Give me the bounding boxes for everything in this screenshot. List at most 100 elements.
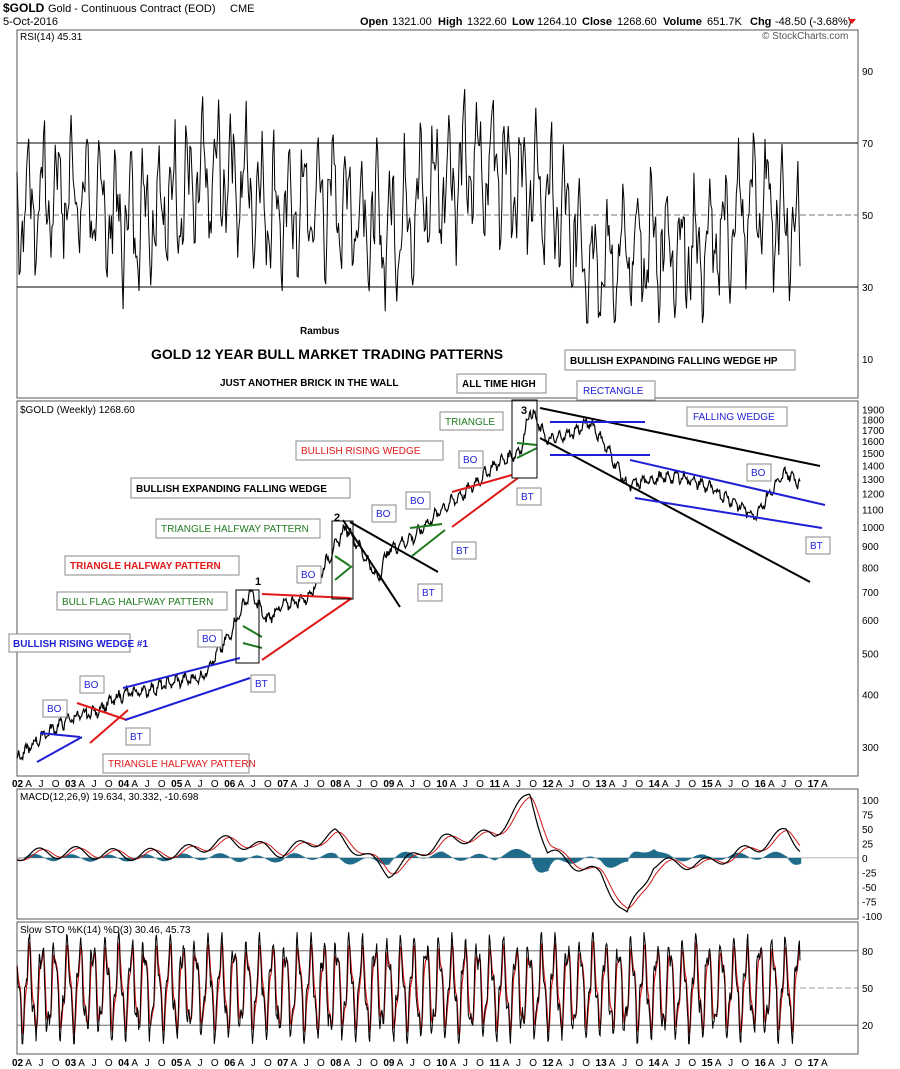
- high-label: High: [438, 16, 463, 28]
- x-tick-label: 16: [755, 779, 767, 790]
- x-tick-label: A: [344, 1058, 351, 1069]
- stochastic-x-axis: 02 A J O 03 A J O 04 A J O 05 A J O 06 A J O 07 A J O 08 A J O 09 A J O…: [12, 1058, 828, 1069]
- macd-tick-label: 25: [862, 839, 874, 850]
- bt-tag: BT: [805, 536, 831, 555]
- x-tick-label: A: [662, 779, 669, 790]
- x-tick-label: J: [198, 779, 203, 790]
- price-line: [16, 408, 801, 761]
- stochastic-panel: 20 50 80 Slow STO %K(14) %D(3) 30.46, 45.7…: [12, 921, 874, 1069]
- x-tick-label: 17: [808, 779, 820, 790]
- x-tick-label: O: [423, 1058, 431, 1069]
- x-tick-label: A: [78, 1058, 85, 1069]
- bo-tag: BO: [79, 675, 105, 694]
- x-tick-label: A: [78, 779, 85, 790]
- x-tick-label: A: [821, 1058, 828, 1069]
- price-panel: 3004005006007008009001000110012001300140…: [8, 349, 885, 790]
- x-tick-label: A: [344, 779, 351, 790]
- svg-text:BT: BT: [456, 546, 469, 557]
- x-tick-label: J: [569, 779, 574, 790]
- stochastic-tick-label: 20: [862, 1021, 874, 1032]
- rsi-panel: 10 30 50 70 90 RSI(14) 45.31 Rambus GOLD 12 …: [16, 29, 874, 399]
- wedge-line-1b: [36, 736, 83, 763]
- chg-label: Chg: [750, 16, 771, 28]
- expanding-wedge-a: [342, 519, 401, 608]
- x-tick-label: J: [39, 1058, 44, 1069]
- price-tick-label: 1400: [862, 461, 885, 472]
- x-tick-label: O: [529, 1058, 537, 1069]
- triangle-green3-a: [516, 442, 538, 446]
- x-tick-label: A: [184, 779, 191, 790]
- macd-tick-label: -100: [862, 912, 882, 923]
- down-arrow-icon: [848, 19, 856, 24]
- x-tick-label: O: [211, 779, 219, 790]
- macd-tick-label: 100: [862, 796, 879, 807]
- x-tick-label: 13: [596, 779, 608, 790]
- svg-text:TRIANGLE HALFWAY PATTERN: TRIANGLE HALFWAY PATTERN: [108, 759, 256, 770]
- x-tick-label: O: [582, 1058, 590, 1069]
- x-tick-label: J: [463, 1058, 468, 1069]
- svg-text:BO: BO: [376, 509, 391, 520]
- chart-header: $GOLD Gold - Continuous Contract (EOD) C…: [3, 1, 856, 42]
- callout-expanding-wedge-hp: BULLISH EXPANDING FALLING WEDGE HP: [564, 349, 796, 371]
- stochastic-title: Slow STO %K(14) %D(3) 30.46, 45.73: [20, 925, 191, 936]
- price-tick-label: 1000: [862, 523, 885, 534]
- x-tick-label: O: [741, 1058, 749, 1069]
- hp-wedge-bottom: [539, 437, 811, 583]
- rsi-tick-label: 30: [862, 283, 874, 294]
- svg-text:BO: BO: [202, 634, 217, 645]
- svg-text:RECTANGLE: RECTANGLE: [583, 386, 644, 397]
- x-tick-label: J: [251, 1058, 256, 1069]
- x-tick-label: O: [741, 779, 749, 790]
- x-tick-label: J: [675, 1058, 680, 1069]
- bt-tag: BT: [516, 487, 542, 506]
- price-tick-label: 1300: [862, 475, 885, 486]
- x-tick-label: O: [370, 1058, 378, 1069]
- svg-text:BULL FLAG HALFWAY PATTERN: BULL FLAG HALFWAY PATTERN: [62, 597, 213, 608]
- price-tick-label: 700: [862, 588, 879, 599]
- macd-line: [16, 793, 801, 913]
- macd-tick-label: -25: [862, 868, 877, 879]
- x-tick-label: O: [582, 779, 590, 790]
- price-tick-label: 300: [862, 743, 879, 754]
- x-tick-label: J: [728, 1058, 733, 1069]
- callout-all-time-high: ALL TIME HIGH: [456, 373, 547, 394]
- x-tick-label: J: [463, 779, 468, 790]
- stochastic-tick-label: 50: [862, 984, 874, 995]
- x-tick-label: J: [781, 1058, 786, 1069]
- triangle-green2-a: [409, 523, 443, 529]
- x-tick-label: A: [503, 779, 510, 790]
- x-tick-label: J: [728, 779, 733, 790]
- callout-triangle-halfway-bottom: TRIANGLE HALFWAY PATTERN: [102, 753, 256, 774]
- x-tick-label: A: [291, 779, 298, 790]
- rising-wedge-red-b: [451, 477, 519, 528]
- x-tick-label: 06: [224, 779, 236, 790]
- macd-tick-label: -75: [862, 897, 877, 908]
- rsi-panel-frame: [16, 29, 859, 399]
- x-tick-label: O: [476, 1058, 484, 1069]
- instrument-name: Gold - Continuous Contract (EOD): [48, 3, 216, 15]
- x-tick-label: 08: [330, 779, 342, 790]
- x-tick-label: 03: [65, 779, 77, 790]
- box-3: [511, 399, 538, 479]
- price-tick-label: 600: [862, 616, 879, 627]
- svg-text:BO: BO: [47, 704, 62, 715]
- svg-text:BT: BT: [810, 541, 823, 552]
- macd-signal-line: [16, 796, 801, 909]
- svg-text:TRIANGLE: TRIANGLE: [445, 417, 495, 428]
- rising-wedge-bottom: [124, 677, 251, 721]
- bo-tag: BO: [371, 504, 397, 523]
- price-title: $GOLD (Weekly) 1268.60: [20, 405, 135, 416]
- x-tick-label: A: [556, 779, 563, 790]
- stochastic-tick-label: 80: [862, 947, 874, 958]
- x-tick-label: A: [237, 1058, 244, 1069]
- x-tick-label: A: [397, 1058, 404, 1069]
- svg-text:TRIANGLE HALFWAY PATTERN: TRIANGLE HALFWAY PATTERN: [161, 524, 309, 535]
- bt-tag: BT: [125, 727, 151, 746]
- x-tick-label: O: [105, 1058, 113, 1069]
- x-tick-label: A: [768, 1058, 775, 1069]
- x-tick-label: J: [357, 1058, 362, 1069]
- x-tick-label: O: [794, 779, 802, 790]
- x-tick-label: 08: [330, 1058, 342, 1069]
- callout-triangle-halfway-red: TRIANGLE HALFWAY PATTERN: [64, 555, 240, 576]
- svg-text:BT: BT: [255, 679, 268, 690]
